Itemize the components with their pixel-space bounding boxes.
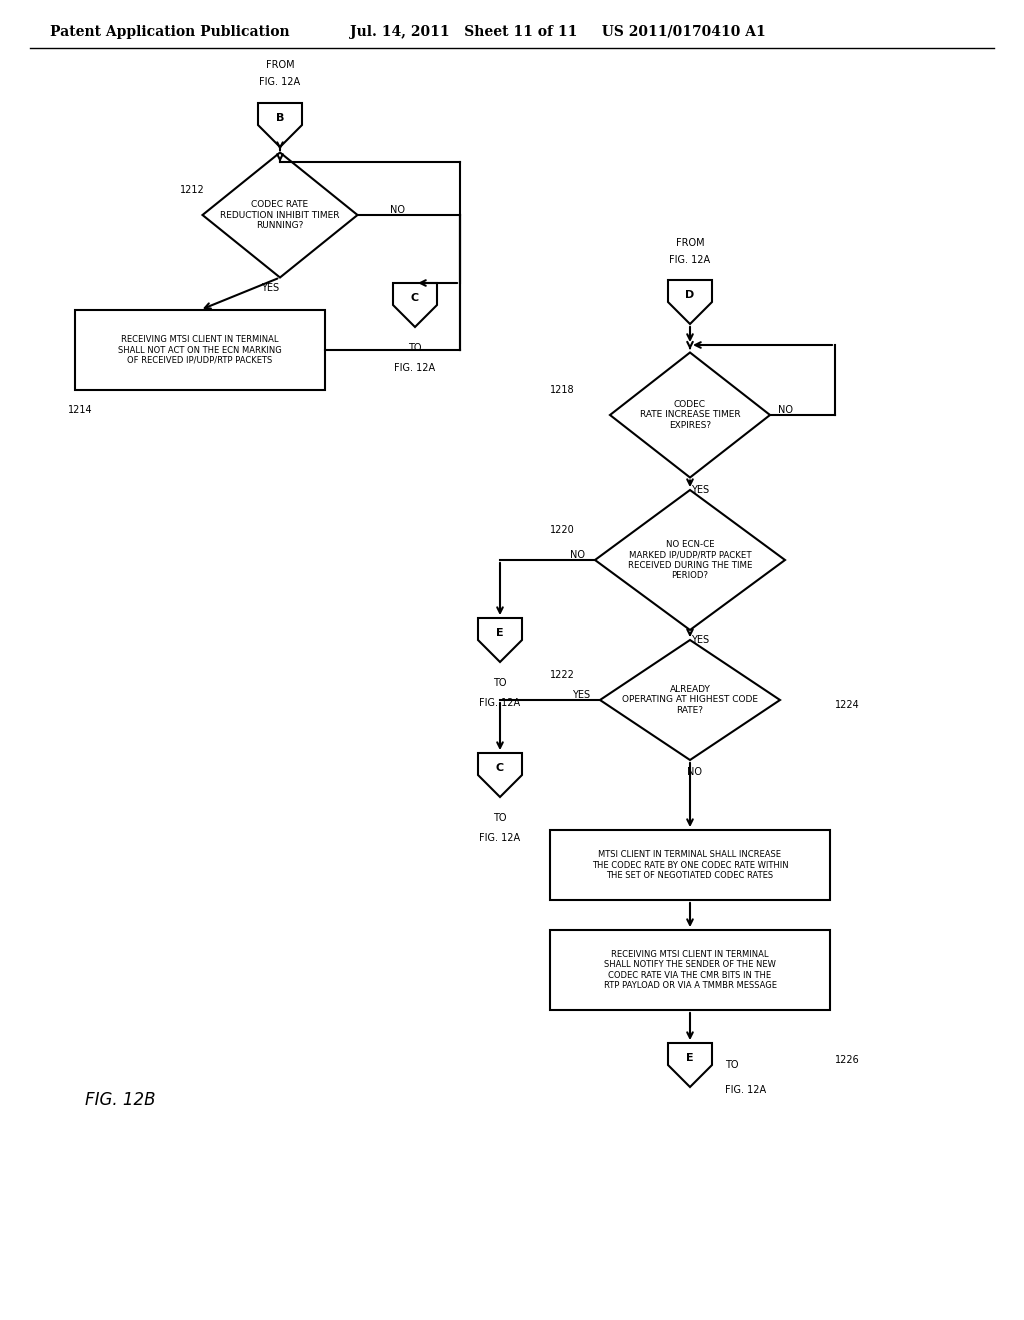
Text: CODEC
RATE INCREASE TIMER
EXPIRES?: CODEC RATE INCREASE TIMER EXPIRES?	[640, 400, 740, 430]
Text: RECEIVING MTSI CLIENT IN TERMINAL
SHALL NOT ACT ON THE ECN MARKING
OF RECEIVED I: RECEIVING MTSI CLIENT IN TERMINAL SHALL …	[118, 335, 282, 364]
Text: FIG. 12A: FIG. 12A	[479, 698, 520, 708]
Text: E: E	[686, 1053, 694, 1064]
Text: 1222: 1222	[550, 671, 575, 680]
Text: CODEC RATE
REDUCTION INHIBIT TIMER
RUNNING?: CODEC RATE REDUCTION INHIBIT TIMER RUNNI…	[220, 201, 340, 230]
Text: NO ECN-CE
MARKED IP/UDP/RTP PACKET
RECEIVED DURING THE TIME
PERIOD?: NO ECN-CE MARKED IP/UDP/RTP PACKET RECEI…	[628, 540, 753, 579]
Text: 1218: 1218	[550, 385, 575, 395]
Text: TO: TO	[494, 813, 507, 822]
Text: TO: TO	[409, 343, 422, 352]
Text: ALREADY
OPERATING AT HIGHEST CODE
RATE?: ALREADY OPERATING AT HIGHEST CODE RATE?	[622, 685, 758, 715]
Bar	[550, 931, 830, 1010]
Text: FIG. 12A: FIG. 12A	[259, 77, 301, 87]
Text: YES: YES	[691, 484, 709, 495]
Text: 1212: 1212	[180, 185, 205, 195]
Text: B: B	[275, 114, 285, 123]
Text: FIG. 12A: FIG. 12A	[725, 1085, 766, 1096]
Bar	[75, 310, 325, 389]
Text: MTSI CLIENT IN TERMINAL SHALL INCREASE
THE CODEC RATE BY ONE CODEC RATE WITHIN
T: MTSI CLIENT IN TERMINAL SHALL INCREASE T…	[592, 850, 788, 880]
Text: YES: YES	[261, 282, 280, 293]
Text: YES: YES	[571, 690, 590, 700]
Text: C: C	[496, 763, 504, 774]
Text: RECEIVING MTSI CLIENT IN TERMINAL
SHALL NOTIFY THE SENDER OF THE NEW
CODEC RATE : RECEIVING MTSI CLIENT IN TERMINAL SHALL …	[603, 950, 776, 990]
Text: Patent Application Publication: Patent Application Publication	[50, 25, 290, 40]
Text: E: E	[497, 628, 504, 639]
Text: 1226: 1226	[835, 1055, 860, 1065]
Text: FIG. 12A: FIG. 12A	[394, 363, 435, 374]
Text: NO: NO	[390, 205, 406, 215]
Text: NO: NO	[778, 405, 793, 414]
Text: 1220: 1220	[550, 525, 575, 535]
Text: NO: NO	[687, 767, 702, 777]
Text: FIG. 12A: FIG. 12A	[670, 255, 711, 265]
Text: FROM: FROM	[265, 59, 294, 70]
Text: NO: NO	[570, 550, 585, 560]
Text: FIG. 12B: FIG. 12B	[85, 1092, 156, 1109]
Text: TO: TO	[725, 1060, 738, 1071]
Text: C: C	[411, 293, 419, 304]
Text: YES: YES	[691, 635, 709, 645]
Text: 1214: 1214	[68, 405, 92, 414]
Text: FROM: FROM	[676, 238, 705, 248]
Text: D: D	[685, 290, 694, 301]
Bar	[550, 830, 830, 900]
Text: Jul. 14, 2011   Sheet 11 of 11     US 2011/0170410 A1: Jul. 14, 2011 Sheet 11 of 11 US 2011/017…	[350, 25, 766, 40]
Text: FIG. 12A: FIG. 12A	[479, 833, 520, 843]
Text: TO: TO	[494, 678, 507, 688]
Text: 1224: 1224	[835, 700, 860, 710]
